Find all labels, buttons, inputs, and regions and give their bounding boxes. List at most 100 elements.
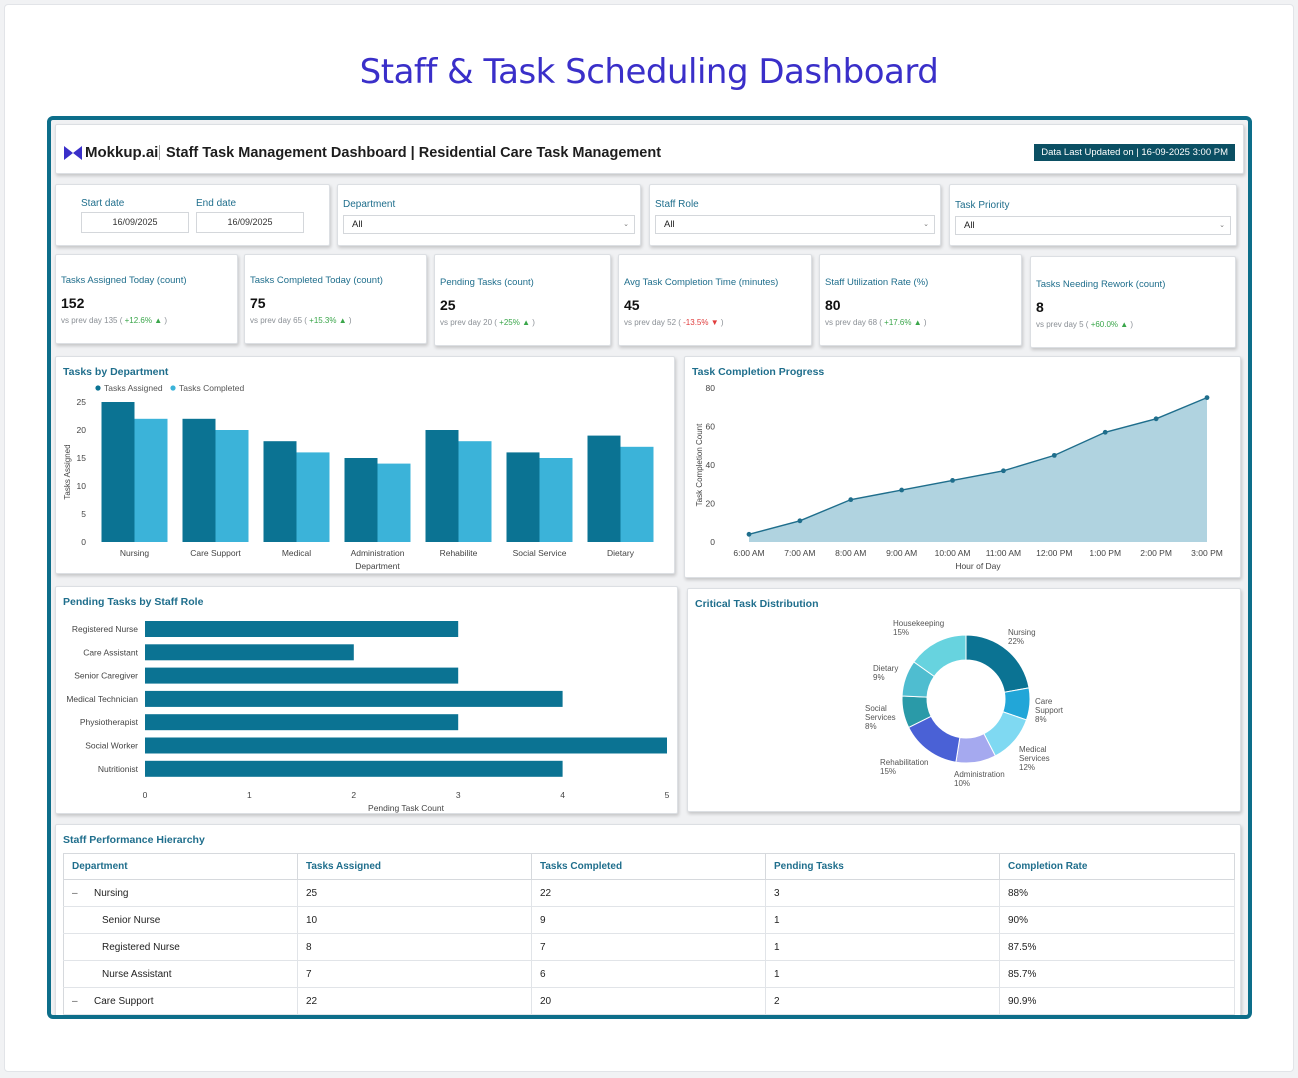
- chevron-down-icon: ⌄: [623, 221, 629, 228]
- bar: [145, 690, 563, 707]
- table-row[interactable]: – Care Support 22 20 2 90.9%: [63, 987, 1235, 1015]
- rate-cell: 87.5%: [999, 933, 1235, 961]
- x-tick-label: 5: [665, 790, 670, 800]
- kpi-card-staff-utilization: Staff Utilization Rate (%) 80 vs prev da…: [819, 254, 1022, 346]
- x-tick-label: 12:00 PM: [1036, 548, 1072, 558]
- kpi-label: Avg Task Completion Time (minutes): [624, 277, 779, 288]
- y-tick-label: 0: [710, 537, 715, 547]
- kpi-comparison: vs prev day 65 ( +15.3% ▲ ): [250, 316, 352, 325]
- department-name: Registered Nurse: [102, 941, 180, 953]
- slice-percent: 9%: [873, 673, 885, 682]
- column-header[interactable]: Tasks Assigned: [297, 853, 532, 880]
- arrow-up-icon: ▲: [522, 318, 530, 327]
- department-name: Nursing: [94, 887, 129, 899]
- staff-performance-table: Department Tasks Assigned Tasks Complete…: [63, 853, 1235, 1015]
- series-line: [748, 396, 1208, 535]
- assigned-cell: 8: [297, 933, 532, 961]
- slice-percent: 8%: [865, 722, 877, 731]
- column-header[interactable]: Tasks Completed: [531, 853, 766, 880]
- kpi-card-tasks-rework: Tasks Needing Rework (count) 8 vs prev d…: [1030, 256, 1236, 348]
- bar: [182, 418, 216, 542]
- task-priority-filter-card: Task Priority All ⌄: [949, 184, 1237, 246]
- bar: [506, 452, 540, 542]
- area-fill: [749, 397, 1207, 542]
- tasks-by-department-chart: 0 5 10 15 20 25 Tasks Assigned Nursing Care Supp…: [63, 383, 654, 571]
- kpi-value: 25: [440, 297, 456, 313]
- rate-cell: 90.9%: [999, 987, 1235, 1015]
- kpi-label: Tasks Needing Rework (count): [1036, 279, 1166, 290]
- pending-by-role-chart: Registered Nurse Care Assistant Senior Car…: [56, 617, 670, 813]
- data-point: [1102, 429, 1108, 435]
- collapse-toggle-icon[interactable]: –: [72, 887, 78, 899]
- slice-label: Services: [865, 713, 896, 722]
- end-date-label: End date: [196, 198, 237, 209]
- department-cell: Nurse Assistant: [63, 960, 298, 988]
- chevron-down-icon: ⌄: [1219, 222, 1225, 229]
- end-date-input[interactable]: 16/09/2025: [196, 212, 304, 233]
- pending-cell: 1: [765, 933, 1000, 961]
- bar: [344, 458, 378, 542]
- bar: [101, 402, 135, 542]
- collapse-toggle-icon[interactable]: –: [72, 995, 78, 1007]
- critical-task-donut-chart: Nursing22%CareSupport8%MedicalServices12…: [865, 619, 1064, 788]
- table-row[interactable]: Nurse Assistant 7 6 1 85.7%: [63, 960, 1235, 988]
- staff-role-filter-card: Staff Role All ⌄: [649, 184, 941, 246]
- x-axis-label: Hour of Day: [955, 561, 1001, 571]
- kpi-comparison: vs prev day 135 ( +12.6% ▲ ): [61, 316, 167, 325]
- y-tick-label: 20: [77, 425, 87, 435]
- rate-cell: 85.7%: [999, 960, 1235, 988]
- y-tick-label: 60: [706, 422, 716, 432]
- bar: [296, 452, 330, 542]
- department-name: Care Support: [94, 995, 154, 1007]
- slice-label: Nursing: [1008, 628, 1036, 637]
- chart-title: Critical Task Distribution: [695, 598, 819, 610]
- column-header[interactable]: Pending Tasks: [765, 853, 1000, 880]
- start-date-input[interactable]: 16/09/2025: [81, 212, 189, 233]
- column-header[interactable]: Completion Rate: [999, 853, 1235, 880]
- table-row[interactable]: – Nursing 25 22 3 88%: [63, 879, 1235, 907]
- task-completion-progress-card: Task Completion Progress 0 20 40 60 80 Task C…: [684, 356, 1241, 578]
- critical-task-distribution-card: Critical Task Distribution Nursing 22% Car…: [687, 588, 1241, 812]
- bar: [145, 737, 667, 754]
- y-tick-label: 40: [706, 460, 716, 470]
- data-point: [1051, 452, 1057, 458]
- slice-percent: 15%: [893, 628, 909, 637]
- department-name: Nurse Assistant: [102, 968, 172, 980]
- kpi-comparison: vs prev day 52 ( -13.5% ▼ ): [624, 318, 724, 327]
- pending-cell: 3: [765, 879, 1000, 907]
- chart-title: Task Completion Progress: [692, 366, 825, 378]
- data-point: [1204, 395, 1210, 401]
- slice-label: Rehabilitation: [880, 758, 928, 767]
- x-tick-label: 7:00 AM: [784, 548, 815, 558]
- table-row[interactable]: Registered Nurse 8 7 1 87.5%: [63, 933, 1235, 961]
- legend-label: Tasks Assigned: [104, 383, 163, 393]
- rate-cell: 90%: [999, 906, 1235, 934]
- header-bar: Mokkup.ai Staff Task Management Dashboar…: [55, 124, 1244, 174]
- y-tick-label: 0: [81, 537, 86, 547]
- department-select[interactable]: All ⌄: [343, 215, 635, 234]
- y-tick-label: Senior Caregiver: [74, 671, 138, 681]
- department-name: Senior Nurse: [102, 914, 161, 926]
- assigned-cell: 25: [297, 879, 532, 907]
- data-point: [797, 518, 803, 524]
- data-point: [950, 478, 955, 483]
- y-axis-label: Tasks Assigned: [63, 444, 72, 499]
- x-tick-label: Care Support: [190, 548, 241, 558]
- task-priority-select[interactable]: All ⌄: [955, 216, 1231, 235]
- staff-role-select[interactable]: All ⌄: [655, 215, 935, 234]
- arrow-up-icon: ▲: [338, 316, 347, 325]
- bar: [263, 441, 297, 542]
- slice-percent: 8%: [1035, 715, 1047, 724]
- kpi-card-pending-tasks: Pending Tasks (count) 25 vs prev day 20 …: [434, 254, 611, 346]
- slice-percent: 10%: [954, 779, 970, 788]
- slice-label: Medical: [1019, 745, 1047, 754]
- bar: [145, 644, 354, 661]
- kpi-card-tasks-assigned: Tasks Assigned Today (count) 152 vs prev…: [55, 254, 238, 344]
- arrow-up-icon: ▲: [1120, 320, 1129, 329]
- table-row[interactable]: Senior Nurse 10 9 1 90%: [63, 906, 1235, 934]
- column-header[interactable]: Department: [63, 853, 298, 880]
- completed-cell: 6: [531, 960, 766, 988]
- x-tick-label: 2: [351, 790, 356, 800]
- logo[interactable]: Mokkup.ai: [64, 144, 158, 161]
- bar: [458, 441, 492, 542]
